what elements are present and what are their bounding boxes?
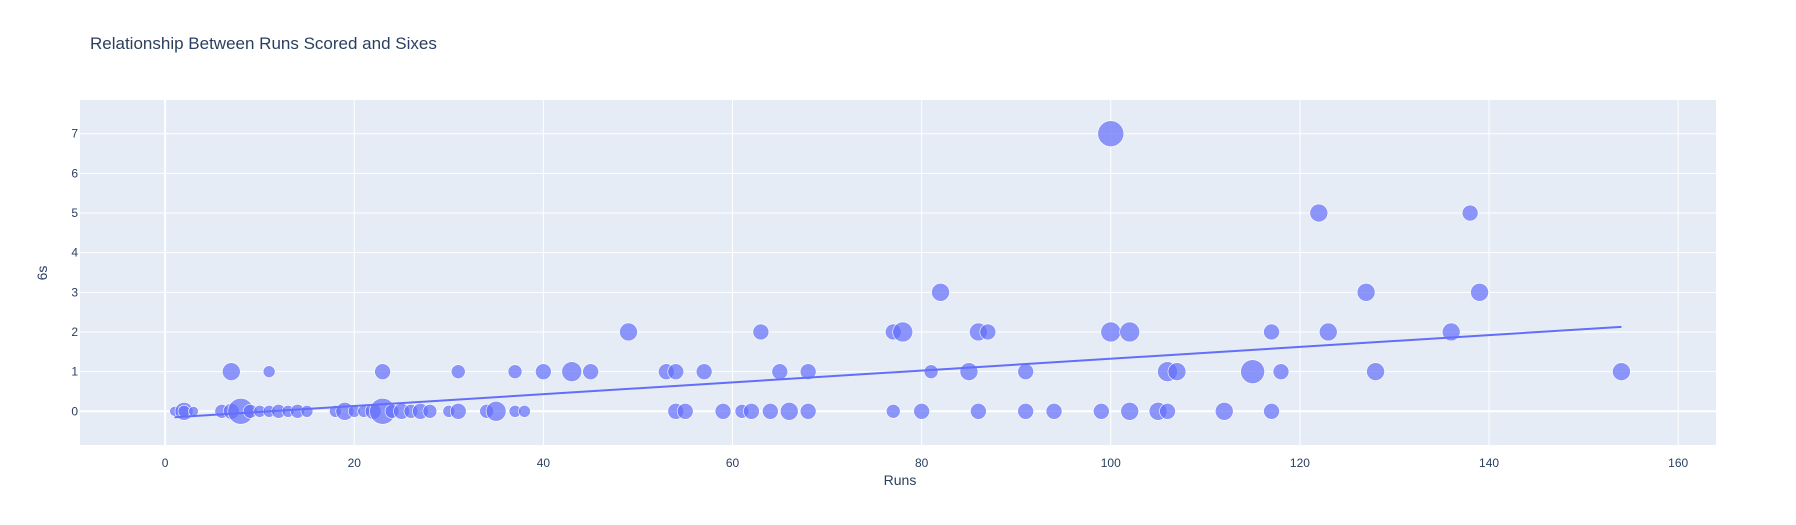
x-tick-label: 20	[348, 456, 362, 470]
trendline-layer	[174, 325, 1622, 419]
data-point	[970, 402, 987, 420]
data-point	[1045, 402, 1063, 420]
data-point	[1017, 402, 1034, 420]
data-point	[771, 363, 789, 380]
data-point	[714, 402, 732, 420]
data-point	[300, 404, 314, 418]
data-point	[1120, 401, 1139, 421]
data-point	[374, 363, 391, 380]
data-point	[1612, 362, 1631, 381]
data-point	[582, 363, 599, 380]
data-point	[222, 362, 241, 381]
data-point	[1240, 359, 1265, 384]
data-point	[743, 402, 760, 420]
data-point	[779, 401, 799, 421]
y-axis-ticks: 0 1 2 3 4 5 6 7	[71, 127, 78, 419]
x-axis-title: Runs	[883, 472, 917, 488]
data-points	[169, 120, 1631, 425]
data-point	[1159, 402, 1176, 420]
y-tick-label: 4	[71, 246, 78, 260]
data-point	[1017, 363, 1034, 380]
y-axis-title: 6s	[34, 265, 50, 281]
data-point	[667, 363, 685, 380]
data-point	[1470, 283, 1489, 302]
data-point	[1119, 321, 1140, 343]
data-point	[422, 403, 438, 419]
data-point	[1097, 120, 1125, 148]
data-point	[1461, 204, 1479, 222]
x-tick-label: 160	[1668, 456, 1688, 470]
data-point	[1093, 402, 1110, 420]
data-point	[518, 404, 531, 418]
y-tick-label: 7	[71, 127, 78, 141]
data-point	[923, 364, 939, 379]
data-point	[262, 365, 276, 378]
x-tick-label: 80	[915, 456, 929, 470]
x-tick-label: 0	[162, 456, 169, 470]
y-tick-label: 6	[71, 166, 78, 180]
data-point	[485, 400, 507, 422]
y-tick-label: 0	[71, 404, 78, 418]
data-point	[449, 402, 467, 420]
data-point	[507, 364, 523, 379]
data-point	[1356, 283, 1376, 302]
data-point	[762, 402, 779, 420]
data-point	[676, 402, 694, 420]
data-point	[695, 363, 713, 380]
y-tick-label: 2	[71, 325, 78, 339]
data-point	[799, 363, 817, 380]
data-point	[913, 402, 930, 420]
data-point	[1214, 401, 1234, 421]
data-point	[561, 361, 583, 382]
data-point	[892, 321, 914, 343]
data-point	[752, 323, 770, 341]
data-point	[885, 403, 901, 419]
y-tick-label: 1	[71, 365, 78, 379]
trendline	[174, 325, 1622, 419]
data-point	[188, 405, 199, 417]
data-point	[959, 362, 979, 381]
data-point	[931, 283, 950, 302]
data-point	[1309, 203, 1329, 223]
data-point	[1272, 363, 1290, 380]
x-tick-label: 120	[1290, 456, 1310, 470]
x-tick-label: 100	[1101, 456, 1121, 470]
data-point	[450, 364, 466, 379]
data-point	[1100, 321, 1122, 343]
data-point	[619, 322, 638, 342]
data-point	[535, 363, 552, 380]
plot-area	[80, 100, 1716, 445]
y-tick-label: 5	[71, 206, 78, 220]
data-point	[799, 402, 817, 420]
y-tick-label: 3	[71, 285, 78, 299]
data-point	[1263, 323, 1280, 341]
data-point	[1263, 402, 1280, 420]
x-tick-label: 60	[726, 456, 740, 470]
data-point	[1366, 362, 1385, 381]
data-point	[1318, 322, 1338, 342]
data-point	[1167, 362, 1187, 381]
data-point	[979, 323, 997, 341]
x-tick-label: 140	[1479, 456, 1499, 470]
x-axis-ticks: 0 20 40 60 80 100 120 140 160	[162, 456, 1689, 470]
x-tick-label: 40	[537, 456, 551, 470]
chart-title: Relationship Between Runs Scored and Six…	[90, 34, 437, 53]
